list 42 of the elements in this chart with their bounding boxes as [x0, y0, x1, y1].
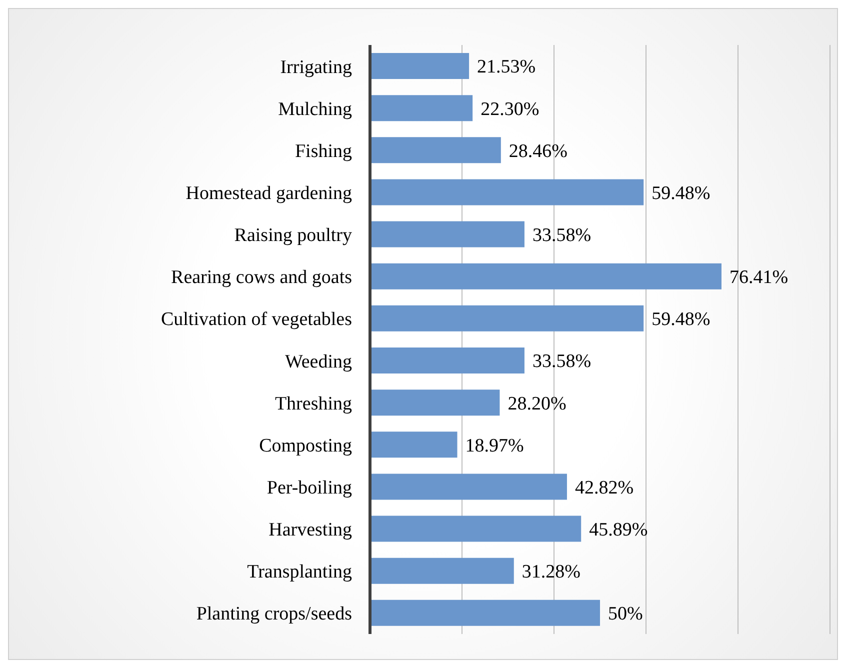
bar — [370, 221, 524, 248]
data-label: 59.48% — [652, 309, 710, 330]
data-label: 42.82% — [574, 477, 634, 498]
y-tick-label: Transplanting — [247, 562, 352, 583]
data-label: 22.30% — [480, 98, 540, 120]
data-label: 45.89% — [589, 520, 648, 541]
y-tick-label: Per-boiling — [266, 477, 352, 498]
y-tick-label: Fishing — [294, 140, 352, 162]
data-label: 59.48% — [652, 182, 710, 204]
data-label: 31.28% — [522, 562, 581, 583]
bar — [370, 600, 600, 626]
bar — [370, 516, 582, 542]
y-tick-label: Composting — [259, 435, 352, 456]
bar — [370, 53, 470, 79]
bar — [370, 263, 722, 290]
data-label: 28.46% — [508, 140, 568, 162]
bar — [370, 558, 514, 584]
bar — [370, 348, 524, 374]
data-label: 21.53% — [477, 56, 536, 78]
data-label: 76.41% — [729, 267, 788, 288]
y-tick-label: Irrigating — [280, 56, 352, 78]
bar — [370, 432, 458, 458]
bar — [370, 179, 644, 206]
data-label: 50% — [608, 604, 643, 625]
y-tick-label: Mulching — [278, 98, 352, 120]
y-tick-label: Cultivation of vegetables — [160, 309, 352, 330]
data-label: 33.58% — [532, 351, 592, 372]
y-tick-label: Harvesting — [268, 520, 352, 541]
data-label: 28.20% — [508, 393, 566, 414]
y-tick-label: Planting crops/seeds — [196, 604, 352, 625]
bar — [370, 474, 567, 500]
y-tick-label: Rearing cows and goats — [171, 267, 352, 288]
bar — [370, 95, 473, 122]
bar — [370, 137, 501, 164]
y-tick-label: Threshing — [274, 393, 352, 414]
y-tick-label: Homestead gardening — [186, 182, 352, 204]
y-tick-label: Raising poultry — [234, 225, 352, 246]
data-label: 18.97% — [465, 435, 524, 456]
bar — [370, 390, 500, 416]
y-tick-label: Weeding — [284, 351, 352, 372]
data-label: 33.58% — [532, 225, 592, 246]
bar — [370, 305, 644, 332]
